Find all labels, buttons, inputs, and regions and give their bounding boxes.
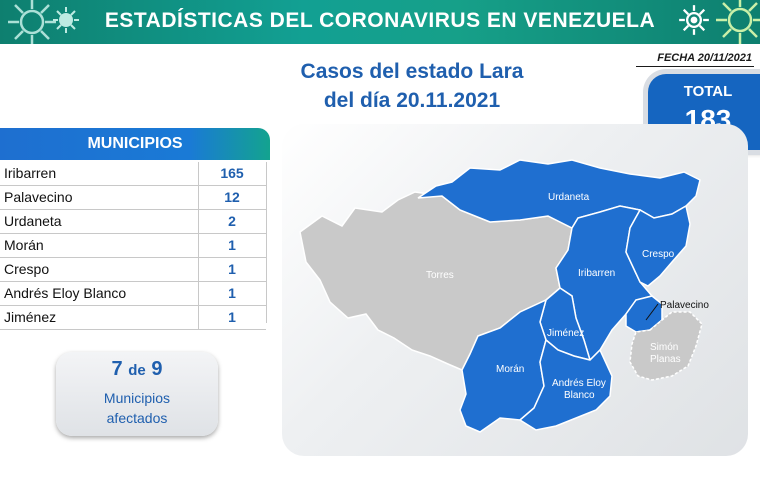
municipio-value: 1 (228, 237, 236, 253)
virus-icon (8, 0, 56, 44)
column-divider (198, 258, 199, 281)
column-divider (198, 186, 199, 209)
table-row: Urdaneta 2 (0, 210, 266, 234)
cases-title: Casos del estado Lara del día 20.11.2021 (252, 57, 572, 115)
table-row: Andrés Eloy Blanco 1 (0, 282, 266, 306)
table-row: Crespo 1 (0, 258, 266, 282)
column-divider (198, 210, 199, 233)
virus-icon (53, 7, 79, 33)
affected-line1: Municipios (103, 390, 171, 406)
municipio-name: Morán (4, 237, 44, 253)
affected-total: 9 (151, 358, 163, 380)
municipio-name: Iribarren (4, 165, 57, 181)
label-iribarren: Iribarren (578, 268, 615, 279)
label-andres-eloy-2: Blanco (564, 390, 595, 401)
header-title: ESTADÍSTICAS DEL CORONAVIRUS EN VENEZUEL… (104, 9, 656, 32)
municipio-value: 165 (220, 165, 244, 181)
table-row: Morán 1 (0, 234, 266, 258)
label-torres: Torres (426, 270, 454, 281)
municipios-header: MUNICIPIOS (0, 128, 270, 160)
label-palavecino: Palavecino (660, 300, 709, 311)
municipio-name: Crespo (4, 261, 50, 277)
label-jimenez: Jiménez (547, 328, 584, 339)
date-underline (636, 66, 754, 67)
municipio-name: Urdaneta (4, 213, 62, 229)
municipio-value: 1 (228, 309, 236, 325)
header-banner: ESTADÍSTICAS DEL CORONAVIRUS EN VENEZUEL… (0, 0, 760, 44)
table-row: Iribarren 165 (0, 162, 266, 186)
table-row: Palavecino 12 (0, 186, 266, 210)
palavecino-pointer (645, 303, 659, 321)
region-moran (459, 298, 548, 433)
municipios-table: Iribarren 165 Palavecino 12 Urdaneta 2 M… (0, 162, 266, 330)
affected-de: de (128, 362, 146, 379)
column-divider (198, 162, 199, 185)
region-crespo (625, 204, 691, 287)
virus-icon (679, 5, 709, 35)
column-divider (198, 306, 199, 329)
affected-line2: afectados (106, 410, 168, 426)
date-label: FECHA 20/11/2021 (657, 52, 752, 64)
municipio-value: 12 (224, 189, 240, 205)
affected-count: 7 de 9 (56, 358, 218, 381)
municipio-value: 1 (228, 261, 236, 277)
label-simon-1: Simón (650, 342, 678, 353)
municipio-name: Andrés Eloy Blanco (4, 285, 127, 301)
municipio-name: Palavecino (4, 189, 73, 205)
affected-box: 7 de 9 Municipios afectados (56, 352, 218, 436)
region-simon-planas (629, 311, 703, 381)
table-border (266, 162, 267, 323)
label-moran: Morán (496, 364, 524, 375)
region-urdaneta (417, 159, 701, 229)
label-andres-eloy-1: Andrés Eloy (552, 378, 606, 389)
column-divider (198, 282, 199, 305)
label-crespo: Crespo (642, 249, 675, 260)
affected-number: 7 (111, 358, 123, 380)
total-label: TOTAL (683, 83, 733, 100)
region-andres-eloy-blanco (518, 338, 613, 431)
table-row: Jiménez 1 (0, 306, 266, 330)
cases-title-line1: Casos del estado Lara (300, 60, 524, 83)
municipio-value: 1 (228, 285, 236, 301)
column-divider (198, 234, 199, 257)
label-simon-2: Planas (650, 354, 681, 365)
virus-icon (716, 0, 760, 44)
cases-title-line2: del día 20.11.2021 (323, 89, 501, 112)
municipio-name: Jiménez (4, 309, 57, 325)
label-urdaneta: Urdaneta (548, 192, 590, 203)
municipio-value: 2 (228, 213, 236, 229)
